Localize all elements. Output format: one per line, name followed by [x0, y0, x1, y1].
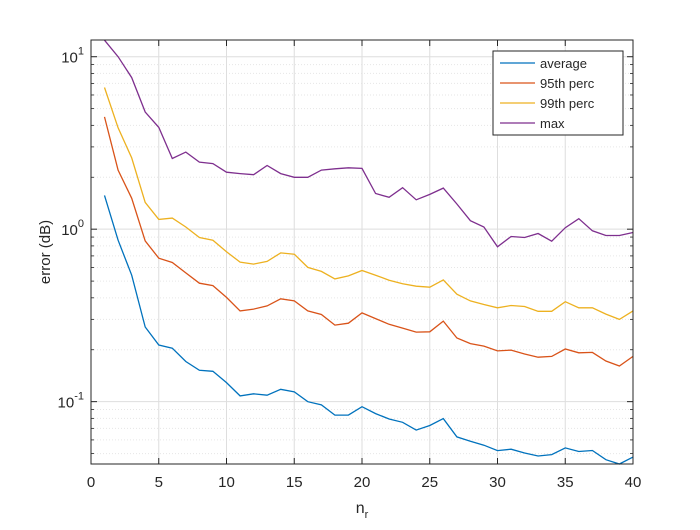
x-tick-label: 5 — [155, 474, 163, 491]
series-line-average — [103, 195, 634, 465]
y-tick-label: 10-1 — [58, 391, 84, 412]
x-tick-label: 35 — [557, 474, 574, 491]
y-axis-label: error (dB) — [37, 220, 54, 284]
series-lines — [103, 39, 634, 465]
x-tick-label: 25 — [421, 474, 438, 491]
y-tick-exponent: -1 — [74, 391, 84, 403]
x-tick-label: 30 — [489, 474, 506, 491]
legend: average 95th perc 99th perc max — [492, 50, 624, 136]
y-tick-exponent: 0 — [78, 218, 84, 230]
x-tick-label: 40 — [625, 474, 642, 491]
legend-label: 99th perc — [540, 96, 595, 111]
legend-label: max — [540, 116, 565, 131]
series-line-max — [103, 39, 634, 248]
y-tick-label: 100 — [61, 218, 84, 239]
x-axis-label-main: n — [356, 500, 365, 517]
x-axis-label-subscript: r — [365, 509, 369, 521]
x-tick-label: 10 — [218, 474, 235, 491]
y-tick-label: 101 — [61, 46, 84, 67]
legend-label: average — [540, 56, 587, 71]
x-tick-label: 0 — [87, 474, 95, 491]
y-tick-base: 10 — [61, 50, 78, 67]
series-line-95th-perc — [103, 116, 634, 367]
legend-box — [492, 50, 624, 136]
x-tick-label: 15 — [286, 474, 303, 491]
legend-label: 95th perc — [540, 76, 595, 91]
y-tick-base: 10 — [58, 395, 75, 412]
axes-box — [90, 39, 634, 465]
y-tick-base: 10 — [61, 222, 78, 239]
series-line-99th-perc — [103, 87, 634, 321]
x-tick-label: 20 — [354, 474, 371, 491]
y-tick-exponent: 1 — [78, 46, 84, 58]
x-axis-label: nr — [356, 500, 369, 521]
